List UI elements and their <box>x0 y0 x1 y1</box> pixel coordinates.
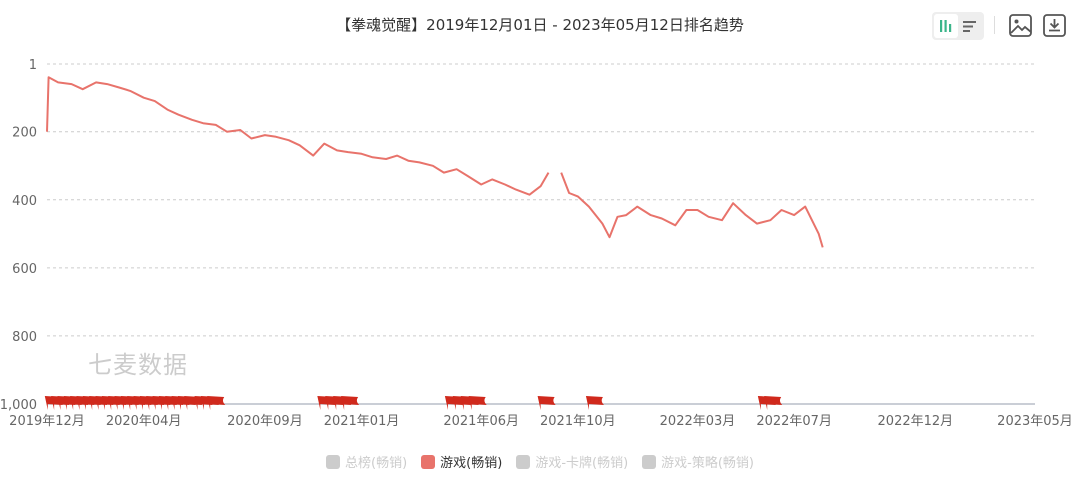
legend-label: 游戏-卡牌(畅销) <box>535 456 629 471</box>
x-tick-label: 2020年04月 <box>106 414 182 429</box>
series-line <box>46 76 550 196</box>
y-tick-label: 400 <box>12 194 37 209</box>
x-tick-label: 2019年12月 <box>9 414 85 429</box>
x-tick-label: 2021年01月 <box>324 414 400 429</box>
download-icon[interactable] <box>1042 12 1068 40</box>
y-tick-label: 1,000 <box>0 398 37 413</box>
event-flag-marker <box>764 396 783 410</box>
y-tick-label: 200 <box>12 126 37 141</box>
event-flag-marker <box>537 396 556 410</box>
legend-item[interactable]: 总榜(畅销) <box>326 452 407 471</box>
event-flag-marker <box>585 396 604 410</box>
chart-type-toggle[interactable] <box>932 12 984 40</box>
event-flag-marker <box>341 396 360 410</box>
x-tick-label: 2020年09月 <box>227 414 303 429</box>
x-tick-label: 2021年06月 <box>443 414 519 429</box>
y-tick-label: 1 <box>29 58 37 73</box>
legend-item[interactable]: 游戏(畅销) <box>421 452 502 471</box>
x-tick-label: 2022年12月 <box>878 414 954 429</box>
legend-item[interactable]: 游戏-卡牌(畅销) <box>516 452 628 471</box>
legend-label: 游戏-策略(畅销) <box>661 456 754 471</box>
save-image-icon[interactable] <box>1008 12 1034 40</box>
event-flag-marker <box>207 396 226 410</box>
bar-chart-icon[interactable] <box>934 14 958 38</box>
series-line <box>560 172 824 248</box>
x-tick-label: 2021年10月 <box>540 414 616 429</box>
legend-swatch <box>516 454 531 469</box>
x-tick-label: 2022年07月 <box>756 414 832 429</box>
x-tick-label: 2022年03月 <box>660 414 736 429</box>
y-tick-label: 800 <box>12 330 37 345</box>
chart-title: 【拳魂觉醒】2019年12月01日 - 2023年05月12日排名趋势 <box>336 16 744 34</box>
watermark: 七麦数据 <box>88 351 188 379</box>
x-tick-label: 2023年05月 <box>997 414 1073 429</box>
event-flag-marker <box>468 396 487 410</box>
legend-swatch <box>421 454 436 469</box>
toolbar-divider <box>994 16 995 34</box>
list-icon[interactable] <box>958 14 982 38</box>
legend-label: 总榜(畅销) <box>345 456 408 471</box>
legend: 总榜(畅销) 游戏(畅销) 游戏-卡牌(畅销) 游戏-策略(畅销) <box>0 452 1080 471</box>
legend-swatch <box>326 454 340 469</box>
y-tick-label: 600 <box>12 262 37 277</box>
legend-label: 游戏(畅销) <box>440 456 503 471</box>
legend-item[interactable]: 游戏-策略(畅销) <box>642 452 754 471</box>
legend-swatch <box>642 454 657 469</box>
